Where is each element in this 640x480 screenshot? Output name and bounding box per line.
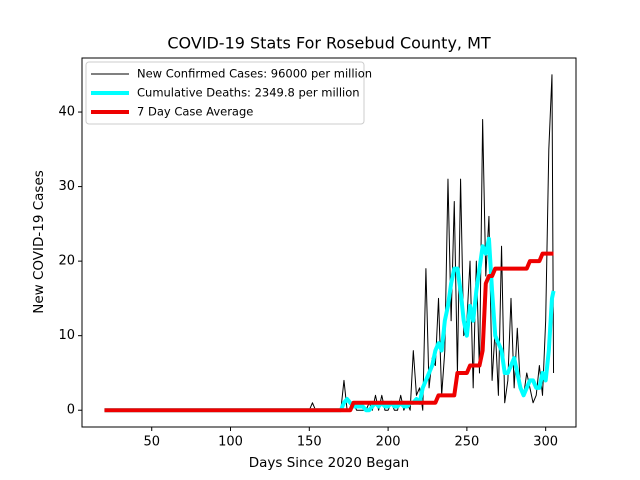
y-tick-label: 40 <box>58 105 75 120</box>
y-tick-label: 30 <box>58 179 75 194</box>
legend-label: Cumulative Deaths: 2349.8 per million <box>137 86 360 100</box>
legend-box <box>85 61 365 125</box>
x-tick-label: 300 <box>533 435 558 450</box>
series-line <box>104 251 554 413</box>
y-tick-label: 10 <box>58 328 75 343</box>
chart-title: COVID-19 Stats For Rosebud County, MT <box>167 34 491 53</box>
y-axis-label: New COVID-19 Cases <box>31 170 47 314</box>
x-tick-label: 100 <box>218 435 243 450</box>
x-tick-label: 50 <box>143 435 160 450</box>
x-tick-label: 150 <box>297 435 322 450</box>
x-tick-label: 250 <box>454 435 479 450</box>
series-line <box>104 236 556 413</box>
x-axis-label: Days Since 2020 Began <box>249 455 410 471</box>
y-tick-label: 0 <box>67 403 75 418</box>
plot-area <box>104 74 556 413</box>
x-tick-label: 200 <box>376 435 401 450</box>
axes-frame <box>81 57 577 428</box>
legend: New Confirmed Cases: 96000 per million Cu… <box>85 61 372 125</box>
legend-label: 7 Day Case Average <box>137 105 253 119</box>
legend-label: New Confirmed Cases: 96000 per million <box>137 67 372 81</box>
y-tick-label: 20 <box>58 254 75 269</box>
